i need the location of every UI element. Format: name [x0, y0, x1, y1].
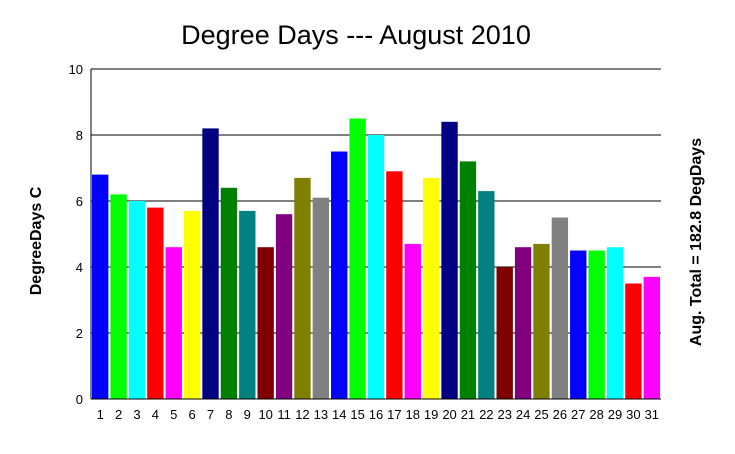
- bar-day-27: [570, 250, 587, 399]
- bar-day-13: [312, 197, 330, 399]
- x-tick-label: 10: [258, 407, 272, 422]
- x-tick-label: 13: [314, 407, 328, 422]
- x-tick-label: 20: [442, 407, 456, 422]
- x-tick-label: 7: [207, 407, 214, 422]
- x-tick-label: 11: [277, 407, 291, 422]
- bar-day-2: [110, 194, 127, 399]
- bar-day-29: [606, 247, 624, 399]
- y-tick-label: 2: [76, 326, 83, 341]
- x-tick-label: 18: [406, 407, 420, 422]
- total-annotation: Aug. Total = 182.8 DegDays: [688, 138, 705, 346]
- x-tick-label: 21: [461, 407, 475, 422]
- x-tick-label: 14: [332, 407, 346, 422]
- x-tick-label: 23: [497, 407, 511, 422]
- y-tick-label: 6: [76, 194, 83, 209]
- bar-day-6: [183, 210, 201, 399]
- y-tick-label: 10: [69, 62, 83, 77]
- x-tick-label: 12: [295, 407, 309, 422]
- x-tick-label: 9: [244, 407, 251, 422]
- x-tick-label: 29: [608, 407, 622, 422]
- bar-day-10: [257, 247, 274, 399]
- bar-day-16: [367, 135, 385, 399]
- x-tick-label: 6: [189, 407, 196, 422]
- x-tick-label: 15: [350, 407, 364, 422]
- bar-day-26: [551, 217, 569, 399]
- x-tick-label: 30: [626, 407, 640, 422]
- x-tick-label: 27: [571, 407, 585, 422]
- bar-day-22: [478, 191, 495, 399]
- bar-day-24: [514, 247, 532, 399]
- bar-day-3: [128, 201, 146, 399]
- x-tick-label: 16: [369, 407, 383, 422]
- x-tick-label: 28: [589, 407, 603, 422]
- bar-day-20: [441, 121, 458, 400]
- y-axis-label: DegreeDays C: [28, 186, 45, 295]
- bar-day-30: [625, 283, 642, 399]
- bar-day-18: [404, 243, 421, 399]
- bar-day-21: [459, 161, 477, 399]
- bar-day-17: [386, 171, 403, 399]
- bars: [92, 118, 660, 400]
- bar-day-28: [588, 250, 605, 399]
- x-tick-labels: 1 2 3 4 5 6 7 8 9 10 11 12 13 14 15 16 17 18 19 20 21 22 23 24 2…: [97, 407, 659, 422]
- x-tick-label: 19: [424, 407, 438, 422]
- x-tick-label: 1: [97, 407, 104, 422]
- bar-day-11: [275, 214, 293, 399]
- x-tick-label: 26: [553, 407, 567, 422]
- x-tick-label: 5: [170, 407, 177, 422]
- y-tick-label: 0: [76, 392, 83, 407]
- bar-day-5: [165, 247, 182, 399]
- bar-day-7: [202, 128, 219, 399]
- bar-day-4: [147, 207, 164, 399]
- x-tick-label: 25: [534, 407, 548, 422]
- bar-day-1: [92, 174, 109, 399]
- y-tick-label: 4: [76, 260, 83, 275]
- x-tick-label: 24: [516, 407, 530, 422]
- x-tick-label: 3: [133, 407, 140, 422]
- bar-day-19: [422, 177, 440, 399]
- x-tick-label: 4: [152, 407, 159, 422]
- x-tick-label: 17: [387, 407, 401, 422]
- bar-day-9: [239, 210, 256, 399]
- bar-day-31: [643, 276, 660, 399]
- x-tick-label: 2: [115, 407, 122, 422]
- bar-day-14: [331, 151, 348, 399]
- x-tick-label: 8: [225, 407, 232, 422]
- bar-day-15: [349, 118, 366, 399]
- x-tick-label: 22: [479, 407, 493, 422]
- y-tick-label: 8: [76, 128, 83, 143]
- y-tick-labels: 0 2 4 6 8 10: [69, 62, 83, 407]
- chart-title: Degree Days --- August 2010: [181, 20, 531, 50]
- bar-day-12: [294, 177, 311, 399]
- x-tick-label: 31: [645, 407, 659, 422]
- bar-day-25: [533, 243, 550, 399]
- bar-day-23: [496, 267, 513, 399]
- bar-day-8: [220, 187, 238, 399]
